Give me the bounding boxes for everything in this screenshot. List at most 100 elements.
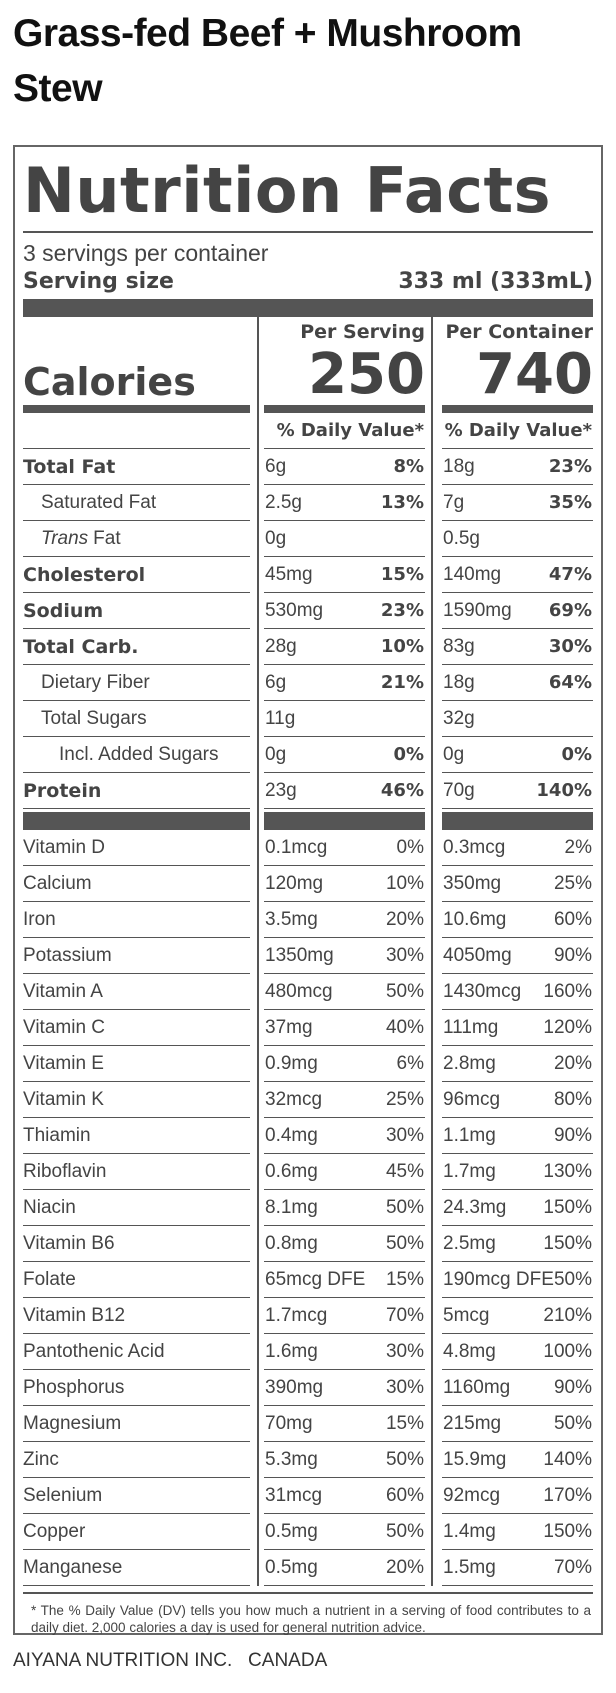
name-column: Vitamin B12 bbox=[23, 1298, 250, 1334]
serving-column: 0.6mg 45% bbox=[257, 1154, 425, 1190]
nutrient-name: Zinc bbox=[23, 1448, 59, 1470]
serving-dv: 10% bbox=[385, 872, 424, 894]
serving-amount: 0.4mg bbox=[265, 1124, 318, 1146]
serving-amount: 70mg bbox=[265, 1412, 313, 1434]
nutrient-row: Dietary Fiber 6g 21% 18g 64% bbox=[23, 665, 593, 701]
bar bbox=[264, 812, 425, 830]
serving-cell: 120mg 10% bbox=[264, 866, 425, 902]
calories-row: Calories Per Serving 250 Per Container 7… bbox=[23, 317, 593, 413]
name-cell: Vitamin E bbox=[23, 1046, 250, 1082]
name-cell: Trans Fat bbox=[23, 521, 250, 557]
serving-dv: 15% bbox=[380, 564, 424, 585]
nutrient-name: Sodium bbox=[23, 599, 104, 622]
serving-cell: 0.9mg 6% bbox=[264, 1046, 425, 1082]
container-dv: 35% bbox=[548, 492, 592, 513]
serving-dv: 70% bbox=[385, 1304, 424, 1326]
serving-cell: 6g 8% bbox=[264, 449, 425, 485]
container-dv: 140% bbox=[543, 1448, 592, 1470]
container-dv: 50% bbox=[553, 1268, 592, 1290]
serving-amount: 32mcg bbox=[265, 1088, 323, 1110]
container-column: 0.3mcg 2% bbox=[431, 830, 593, 866]
serving-cell: 0g bbox=[264, 521, 425, 557]
name-column: Folate bbox=[23, 1262, 250, 1298]
container-dv: 80% bbox=[553, 1088, 592, 1110]
container-column: 111mg 120% bbox=[431, 1010, 593, 1046]
name-column: Thiamin bbox=[23, 1118, 250, 1154]
nutrient-name: Incl. Added Sugars bbox=[59, 743, 219, 765]
bar bbox=[23, 405, 250, 413]
serving-column: 6g 21% bbox=[257, 665, 425, 701]
container-column: 1.5mg 70% bbox=[431, 1550, 593, 1586]
container-dv: 2% bbox=[564, 836, 592, 858]
serving-dv: 30% bbox=[385, 1376, 424, 1398]
container-column-head: Per Container 740 bbox=[431, 317, 593, 413]
serving-dv: 50% bbox=[385, 1232, 424, 1254]
container-column: 2.8mg 20% bbox=[431, 1046, 593, 1082]
serving-cell: 45mg 15% bbox=[264, 557, 425, 593]
name-cell: Thiamin bbox=[23, 1118, 250, 1154]
serving-dv: 50% bbox=[385, 1520, 424, 1542]
name-column: Saturated Fat bbox=[23, 485, 250, 521]
container-amount: 350mg bbox=[443, 872, 502, 894]
name-cell: Manganese bbox=[23, 1550, 250, 1586]
nutrient-name: Protein bbox=[23, 779, 102, 802]
container-column: 2.5mg 150% bbox=[431, 1226, 593, 1262]
name-column: Sodium bbox=[23, 593, 250, 629]
name-column: Iron bbox=[23, 902, 250, 938]
nutrient-row: Phosphorus 390mg 30% 1160mg 90% bbox=[23, 1370, 593, 1406]
per-container: Per Container bbox=[445, 321, 593, 343]
container-dv: 0% bbox=[561, 744, 592, 765]
label-heading: Nutrition Facts bbox=[23, 151, 593, 233]
serving-dv: 30% bbox=[385, 944, 424, 966]
serving-amount: 1350mg bbox=[265, 944, 334, 966]
container-cell: 18g 64% bbox=[442, 665, 593, 701]
serving-column: 0.1mcg 0% bbox=[257, 830, 425, 866]
serving-dv: 25% bbox=[385, 1088, 424, 1110]
serving-column: 0g bbox=[257, 521, 425, 557]
container-cell: 4050mg 90% bbox=[442, 938, 593, 974]
container-cell: 1430mcg 160% bbox=[442, 974, 593, 1010]
nutrient-name: Vitamin E bbox=[23, 1052, 104, 1074]
container-amount: 4050mg bbox=[443, 944, 512, 966]
nutrient-row: Total Carb. 28g 10% 83g 30% bbox=[23, 629, 593, 665]
serving-amount: 37mg bbox=[265, 1016, 313, 1038]
serving-column: 11g bbox=[257, 701, 425, 737]
serving-dv: 10% bbox=[380, 636, 424, 657]
container-cell: 0.5g bbox=[442, 521, 593, 557]
serving-cell: 65mcg DFE 15% bbox=[264, 1262, 425, 1298]
serving-cell: 31mcg 60% bbox=[264, 1478, 425, 1514]
name-column: Selenium bbox=[23, 1478, 250, 1514]
serving-column: 5.3mg 50% bbox=[257, 1442, 425, 1478]
serving-amount: 120mg bbox=[265, 872, 324, 894]
serving-amount: 8.1mg bbox=[265, 1196, 318, 1218]
vitamin-rows: Vitamin D 0.1mcg 0% 0.3mcg 2% Calcium 120mg 10%… bbox=[23, 830, 593, 1586]
container-amount: 70g bbox=[443, 779, 475, 801]
serving-column: 23g 46% bbox=[257, 773, 425, 809]
serving-amount: 0.5mg bbox=[265, 1556, 318, 1578]
nutrient-row: Sodium 530mg 23% 1590mg 69% bbox=[23, 593, 593, 629]
container-column: 10.6mg 60% bbox=[431, 902, 593, 938]
nutrient-row: Potassium 1350mg 30% 4050mg 90% bbox=[23, 938, 593, 974]
container-cell: 10.6mg 60% bbox=[442, 902, 593, 938]
serving-dv: 46% bbox=[380, 780, 424, 801]
nutrient-row: Calcium 120mg 10% 350mg 25% bbox=[23, 866, 593, 902]
container-cell: 24.3mg 150% bbox=[442, 1190, 593, 1226]
calories-cell: Calories bbox=[23, 317, 250, 413]
container-amount: 1590mg bbox=[443, 599, 512, 621]
nutrient-row: Riboflavin 0.6mg 45% 1.7mg 130% bbox=[23, 1154, 593, 1190]
serving-cell: 28g 10% bbox=[264, 629, 425, 665]
nutrient-name: Thiamin bbox=[23, 1124, 91, 1146]
name-cell: Pantothenic Acid bbox=[23, 1334, 250, 1370]
serving-column: 8.1mg 50% bbox=[257, 1190, 425, 1226]
serving-dv: 40% bbox=[385, 1016, 424, 1038]
serving-amount: 0.6mg bbox=[265, 1160, 318, 1182]
name-column: Potassium bbox=[23, 938, 250, 974]
serving-amount: 45mg bbox=[265, 563, 313, 585]
name-cell: Iron bbox=[23, 902, 250, 938]
dv-header: % Daily Value* bbox=[442, 413, 593, 449]
serving-cell: 0.5mg 50% bbox=[264, 1514, 425, 1550]
serving-dv: 30% bbox=[385, 1340, 424, 1362]
container-amount: 1430mcg bbox=[443, 980, 522, 1002]
serving-amount: 31mcg bbox=[265, 1484, 323, 1506]
name-column: Riboflavin bbox=[23, 1154, 250, 1190]
